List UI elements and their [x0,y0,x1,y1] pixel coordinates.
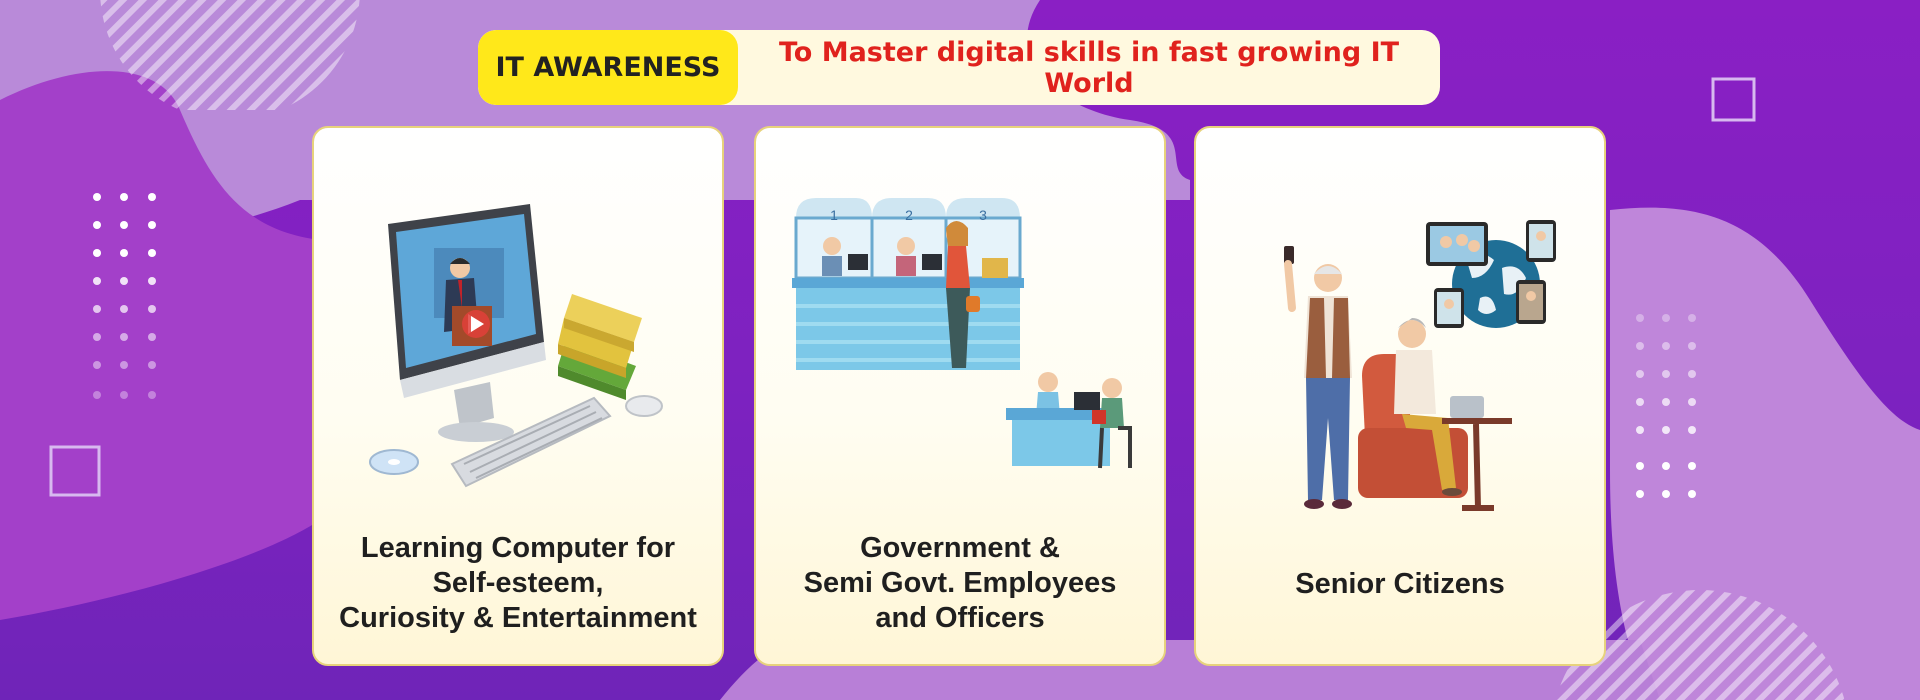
counter-number-1: 1 [830,207,838,223]
senior-citizens-illustration [1284,220,1556,511]
service-counter-icon [792,198,1024,370]
title-banner: IT AWARENESS To Master digital skills in… [478,30,1440,105]
caption-line: Learning Computer for [360,532,676,564]
books-icon [558,294,642,400]
counter-number-3: 3 [979,207,987,223]
caption-line: Semi Govt. Employees [803,567,1117,599]
card-computer-learning: Learning Computer for Self-esteem, Curio… [312,126,724,666]
office-desk-icon [1006,372,1132,469]
monitor-icon [388,204,546,442]
dot-grid-left [93,193,156,399]
outline-square-left [49,445,101,497]
mouse-icon [625,395,663,417]
video-call-screens-icon [1426,220,1556,328]
card-caption: Senior Citizens [1196,567,1604,602]
elderly-woman-icon [1394,318,1462,496]
government-office-illustration: 1 2 3 [792,198,1132,469]
card-government-employees: 1 2 3 [754,126,1166,666]
card-senior-citizens: Senior Citizens [1194,126,1606,666]
dot-grid-right [1636,314,1696,498]
computer-learning-illustration [369,204,663,488]
standing-woman-icon [946,221,980,368]
lilac-blob-right [1610,207,1920,700]
counter-number-2: 2 [905,207,913,223]
side-table-laptop-icon [1442,396,1512,511]
caption-line: Senior Citizens [1295,568,1505,600]
caption-line: Self-esteem, [432,567,604,599]
lilac-blob-left [0,71,320,620]
caption-line: and Officers [875,602,1045,634]
banner-tag: IT AWARENESS [478,30,738,105]
cd-disc-icon [369,449,419,475]
caption-line: Government & [860,532,1060,564]
banner-headline: To Master digital skills in fast growing… [778,36,1400,99]
counter-numbers: 1 2 3 [830,207,987,223]
elderly-man-icon [1284,246,1352,509]
card-caption: Government & Semi Govt. Employees and Of… [756,531,1164,636]
caption-line: Curiosity & Entertainment [339,602,697,634]
card-caption: Learning Computer for Self-esteem, Curio… [314,531,722,636]
outline-square-top-right [1711,77,1756,122]
keyboard-icon [450,396,612,488]
